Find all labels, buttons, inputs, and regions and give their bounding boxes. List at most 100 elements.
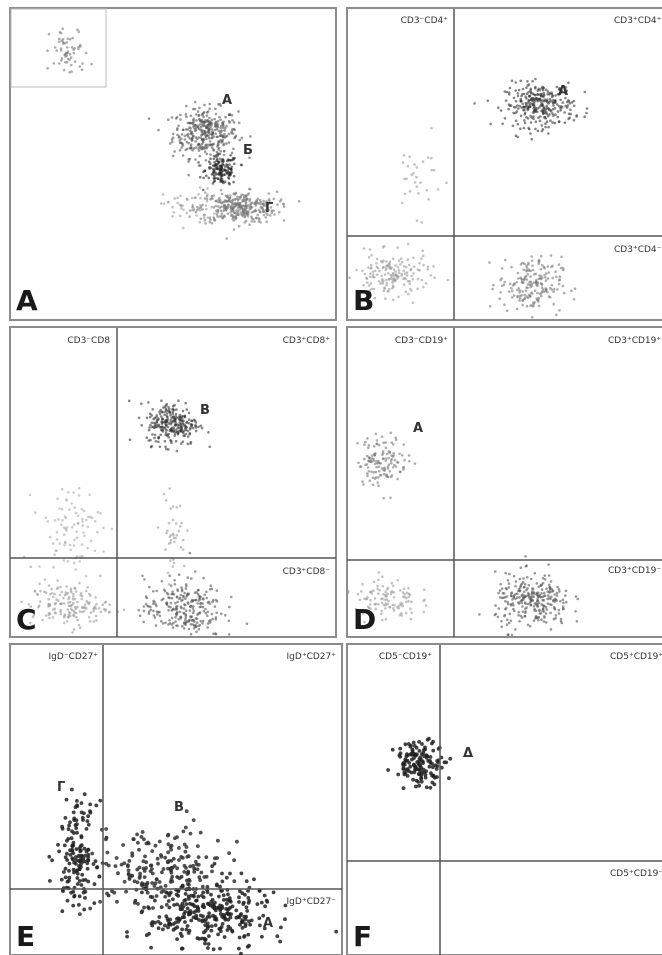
event-point	[53, 607, 57, 610]
event-point	[525, 278, 528, 281]
event-point	[238, 922, 242, 927]
event-point	[575, 620, 579, 623]
event-point	[555, 275, 558, 279]
event-point	[379, 259, 383, 263]
event-point	[548, 591, 551, 594]
event-point	[73, 506, 77, 509]
event-point	[187, 132, 190, 136]
event-point	[370, 254, 373, 257]
event-point	[509, 104, 513, 107]
event-point	[225, 928, 230, 932]
event-point	[559, 617, 563, 621]
event-point	[538, 119, 542, 123]
event-point	[519, 566, 523, 569]
event-point	[200, 426, 204, 430]
event-point	[206, 601, 210, 604]
event-point	[171, 518, 175, 522]
event-point	[227, 120, 231, 123]
event-point	[206, 626, 209, 629]
event-point	[524, 565, 528, 568]
event-point	[169, 421, 172, 424]
event-point	[240, 891, 245, 896]
event-point	[197, 207, 200, 211]
event-point	[221, 138, 225, 142]
event-point	[361, 269, 364, 273]
event-point	[213, 161, 216, 164]
event-point	[411, 740, 416, 745]
event-point	[213, 179, 217, 183]
event-point	[157, 417, 160, 420]
event-point	[521, 281, 524, 284]
event-point	[135, 832, 140, 837]
event-point	[531, 301, 535, 305]
event-point	[405, 274, 409, 277]
event-point	[181, 538, 185, 542]
event-point	[139, 835, 144, 839]
event-point	[529, 304, 532, 307]
event-point	[555, 313, 558, 317]
event-point	[547, 574, 551, 577]
event-point	[547, 563, 550, 566]
event-point	[74, 568, 77, 571]
event-point	[179, 525, 182, 528]
event-point	[382, 603, 386, 607]
event-point	[211, 131, 215, 135]
event-point	[523, 111, 527, 115]
event-point	[110, 527, 114, 531]
event-point	[231, 198, 235, 202]
event-point	[163, 413, 166, 417]
event-point	[67, 861, 72, 866]
event-point	[518, 291, 521, 294]
event-point	[448, 756, 453, 761]
event-point	[76, 28, 79, 32]
event-point	[192, 207, 196, 211]
event-point	[233, 162, 236, 166]
event-point	[541, 288, 545, 291]
event-point	[195, 625, 198, 628]
panel-c-dots	[20, 399, 249, 636]
event-point	[398, 746, 403, 751]
event-point	[95, 865, 100, 869]
event-point	[175, 408, 178, 411]
event-point	[243, 221, 247, 224]
event-point	[193, 129, 197, 133]
event-point	[187, 173, 190, 177]
event-point	[367, 255, 371, 259]
event-point	[164, 445, 167, 449]
event-point	[169, 533, 173, 537]
panel-b-dots	[348, 77, 589, 319]
event-point	[160, 420, 163, 424]
event-point	[226, 907, 231, 911]
event-point	[542, 605, 546, 608]
event-point	[173, 434, 176, 437]
event-point	[145, 436, 149, 440]
event-point	[237, 935, 242, 940]
event-point	[127, 875, 132, 880]
event-point	[408, 282, 412, 286]
event-point	[574, 610, 577, 613]
event-point	[98, 899, 102, 904]
event-point	[401, 604, 405, 608]
event-point	[478, 613, 481, 616]
event-point	[66, 37, 70, 41]
event-point	[382, 457, 385, 461]
event-point	[239, 163, 243, 167]
event-point	[206, 610, 210, 614]
event-point	[212, 212, 216, 215]
event-point	[195, 936, 200, 940]
event-point	[422, 599, 425, 603]
event-point	[561, 598, 565, 602]
event-point	[366, 472, 369, 475]
event-point	[60, 507, 64, 511]
event-point	[143, 854, 147, 859]
event-point	[181, 415, 185, 418]
event-point	[80, 592, 83, 595]
event-point	[77, 867, 82, 871]
event-point	[526, 286, 529, 290]
event-point	[254, 209, 258, 213]
event-point	[412, 756, 416, 760]
event-point	[60, 49, 63, 52]
event-point	[69, 56, 73, 59]
event-point	[364, 440, 367, 444]
event-point	[216, 124, 219, 128]
